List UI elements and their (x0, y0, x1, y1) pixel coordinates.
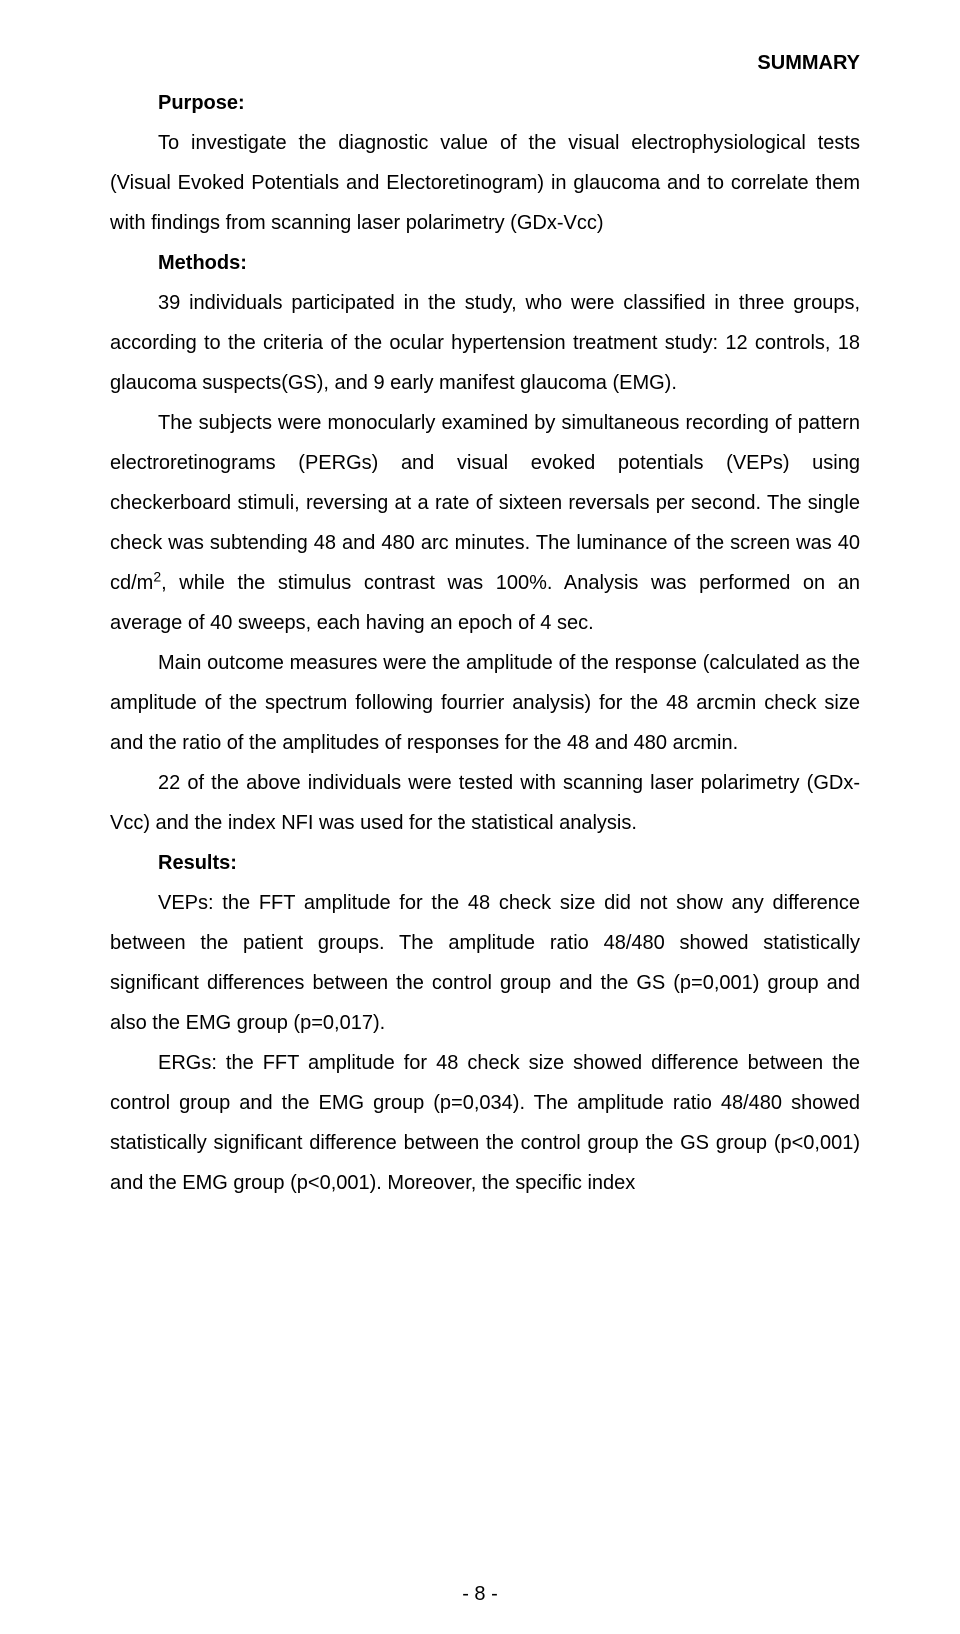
results-paragraph-2: ERGs: the FFT amplitude for 48 check siz… (110, 1043, 860, 1203)
document-page: SUMMARY Purpose: To investigate the diag… (0, 0, 960, 1634)
results-paragraph-1: VEPs: the FFT amplitude for the 48 check… (110, 883, 860, 1043)
methods-p2-part-b: , while the stimulus contrast was 100%. … (110, 572, 860, 634)
methods-paragraph-4: 22 of the above individuals were tested … (110, 763, 860, 843)
summary-label: SUMMARY (110, 52, 860, 75)
results-heading: Results: (158, 843, 860, 883)
methods-paragraph-2: The subjects were monocularly examined b… (110, 403, 860, 643)
methods-p2-part-a: The subjects were monocularly examined b… (110, 412, 860, 594)
purpose-heading: Purpose: (158, 83, 860, 123)
superscript-2: 2 (153, 568, 161, 584)
methods-paragraph-3: Main outcome measures were the amplitude… (110, 643, 860, 763)
methods-paragraph-1: 39 individuals participated in the study… (110, 283, 860, 403)
methods-heading: Methods: (158, 243, 860, 283)
page-number: - 8 - (0, 1583, 960, 1606)
purpose-paragraph: To investigate the diagnostic value of t… (110, 123, 860, 243)
